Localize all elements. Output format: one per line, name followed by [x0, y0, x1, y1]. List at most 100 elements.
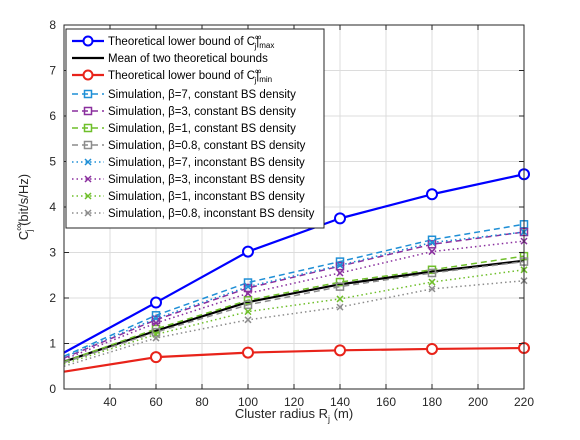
series-line [63, 231, 525, 359]
legend-item: Theoretical lower bound of C∞ j|max [72, 32, 274, 51]
data-point [336, 303, 344, 311]
legend-item: Simulation, β=3, constant BS density [72, 106, 296, 118]
y-tick-label: 2 [49, 291, 56, 305]
data-point [427, 268, 437, 278]
y-tick-label: 1 [49, 337, 56, 351]
legend: Theoretical lower bound of C∞ j|max Mean o… [65, 28, 325, 229]
data-point [427, 240, 437, 249]
legend-marker [83, 89, 93, 99]
data-point [426, 188, 438, 201]
data-point [243, 296, 253, 305]
legend-item: Simulation, β=7, inconstant BS density [72, 157, 305, 169]
tick-labels: 40 60 80 100 120 140 160 180 200 220 0 1 2 3 4 5 6 7 8 [49, 18, 534, 409]
x-axis-label: Cluster radius Rj (m) [235, 406, 353, 424]
data-point [243, 283, 253, 293]
legend-label: Simulation, β=3, inconstant BS density [108, 174, 305, 186]
series-line [63, 260, 525, 364]
data-point [243, 300, 253, 310]
x-tick-label: 140 [330, 395, 350, 409]
data-point [244, 308, 252, 316]
x-tick-label: 80 [195, 395, 209, 409]
y-tick-label: 4 [49, 200, 56, 214]
legend-item: Simulation, β=3, inconstant BS density [72, 174, 305, 186]
data-point [150, 296, 162, 309]
legend-label: Simulation, β=3, constant BS density [108, 106, 296, 118]
legend-marker [83, 123, 93, 133]
y-tick-label: 6 [49, 109, 56, 123]
data-point [244, 283, 252, 291]
series-2 [63, 342, 530, 373]
data-point [428, 285, 436, 293]
series-1 [63, 259, 525, 363]
legend-label: Simulation, β=7, inconstant BS density [108, 157, 305, 169]
legend-label: Simulation, β=0.8, inconstant BS density [108, 208, 315, 220]
legend-label: Mean of two theoretical bounds [108, 53, 268, 65]
legend-marker [83, 106, 93, 116]
y-axis-label: C∞j (bit/s/Hz) [14, 174, 34, 240]
axes [63, 24, 525, 390]
y-tick-label: 3 [49, 246, 56, 260]
x-tick-label: 40 [103, 395, 117, 409]
legend-label: Simulation, β=1, constant BS density [108, 123, 296, 135]
legend-marker [84, 192, 92, 200]
data-point [150, 351, 162, 364]
legend-label: Theoretical lower bound of C∞ j|max [108, 32, 274, 51]
series-line [63, 231, 525, 358]
legend-marker [82, 35, 94, 47]
series-line [63, 259, 525, 363]
data-point [335, 277, 345, 287]
series-line [63, 346, 525, 373]
x-tick-label: 220 [514, 395, 534, 409]
series-10 [63, 277, 528, 367]
legend-item: Simulation, β=1, constant BS density [72, 123, 296, 135]
data-point [336, 261, 344, 269]
data-point [428, 248, 436, 256]
data-point [244, 289, 252, 297]
legend-label: Simulation, β=1, inconstant BS density [108, 191, 305, 203]
x-tick-label: 100 [238, 395, 258, 409]
x-tick-label: 200 [468, 395, 488, 409]
x-tick-label: 120 [284, 395, 304, 409]
x-tick-label: 180 [422, 395, 442, 409]
data-point [242, 346, 254, 359]
data-point [334, 212, 346, 225]
data-point [242, 245, 254, 258]
legend-marker [83, 140, 93, 150]
legend-label: Simulation, β=7, constant BS density [108, 89, 296, 101]
data-point [336, 295, 344, 303]
x-tick-label: 160 [376, 395, 396, 409]
legend-marker [84, 158, 92, 166]
legend-label: Simulation, β=0.8, constant BS density [108, 140, 306, 152]
series-line [63, 223, 525, 357]
legend-marker [82, 69, 94, 81]
series-line [63, 255, 525, 363]
legend-label: Theoretical lower bound of C∞ j|min [108, 66, 272, 85]
data-point [151, 327, 161, 337]
legend-item: Simulation, β=7, constant BS density [72, 89, 296, 101]
data-point [152, 319, 160, 327]
data-point [336, 269, 344, 277]
data-point [428, 278, 436, 286]
legend-box [65, 28, 325, 229]
data-point [334, 344, 346, 357]
series-layer [63, 168, 530, 373]
legend-item: Simulation, β=0.8, inconstant BS density [72, 208, 315, 220]
data-point [152, 334, 160, 342]
data-point [428, 238, 436, 247]
data-point [335, 282, 345, 291]
y-tick-label: 8 [49, 18, 56, 32]
series-line [63, 279, 525, 367]
data-point [335, 261, 345, 271]
y-tick-label: 0 [49, 382, 56, 396]
legend-item: Simulation, β=1, inconstant BS density [72, 191, 305, 203]
series-line [63, 173, 525, 354]
y-tick-label: 7 [49, 64, 56, 78]
legend-item: Mean of two theoretical bounds [72, 53, 268, 65]
x-tick-label: 60 [149, 395, 163, 409]
data-point [426, 342, 438, 355]
legend-marker [84, 209, 92, 217]
data-point [244, 316, 252, 324]
axis-labels: Cluster radius Rj (m) C∞j (bit/s/Hz) [14, 174, 353, 424]
legend-item: Theoretical lower bound of C∞ j|min [72, 66, 272, 85]
